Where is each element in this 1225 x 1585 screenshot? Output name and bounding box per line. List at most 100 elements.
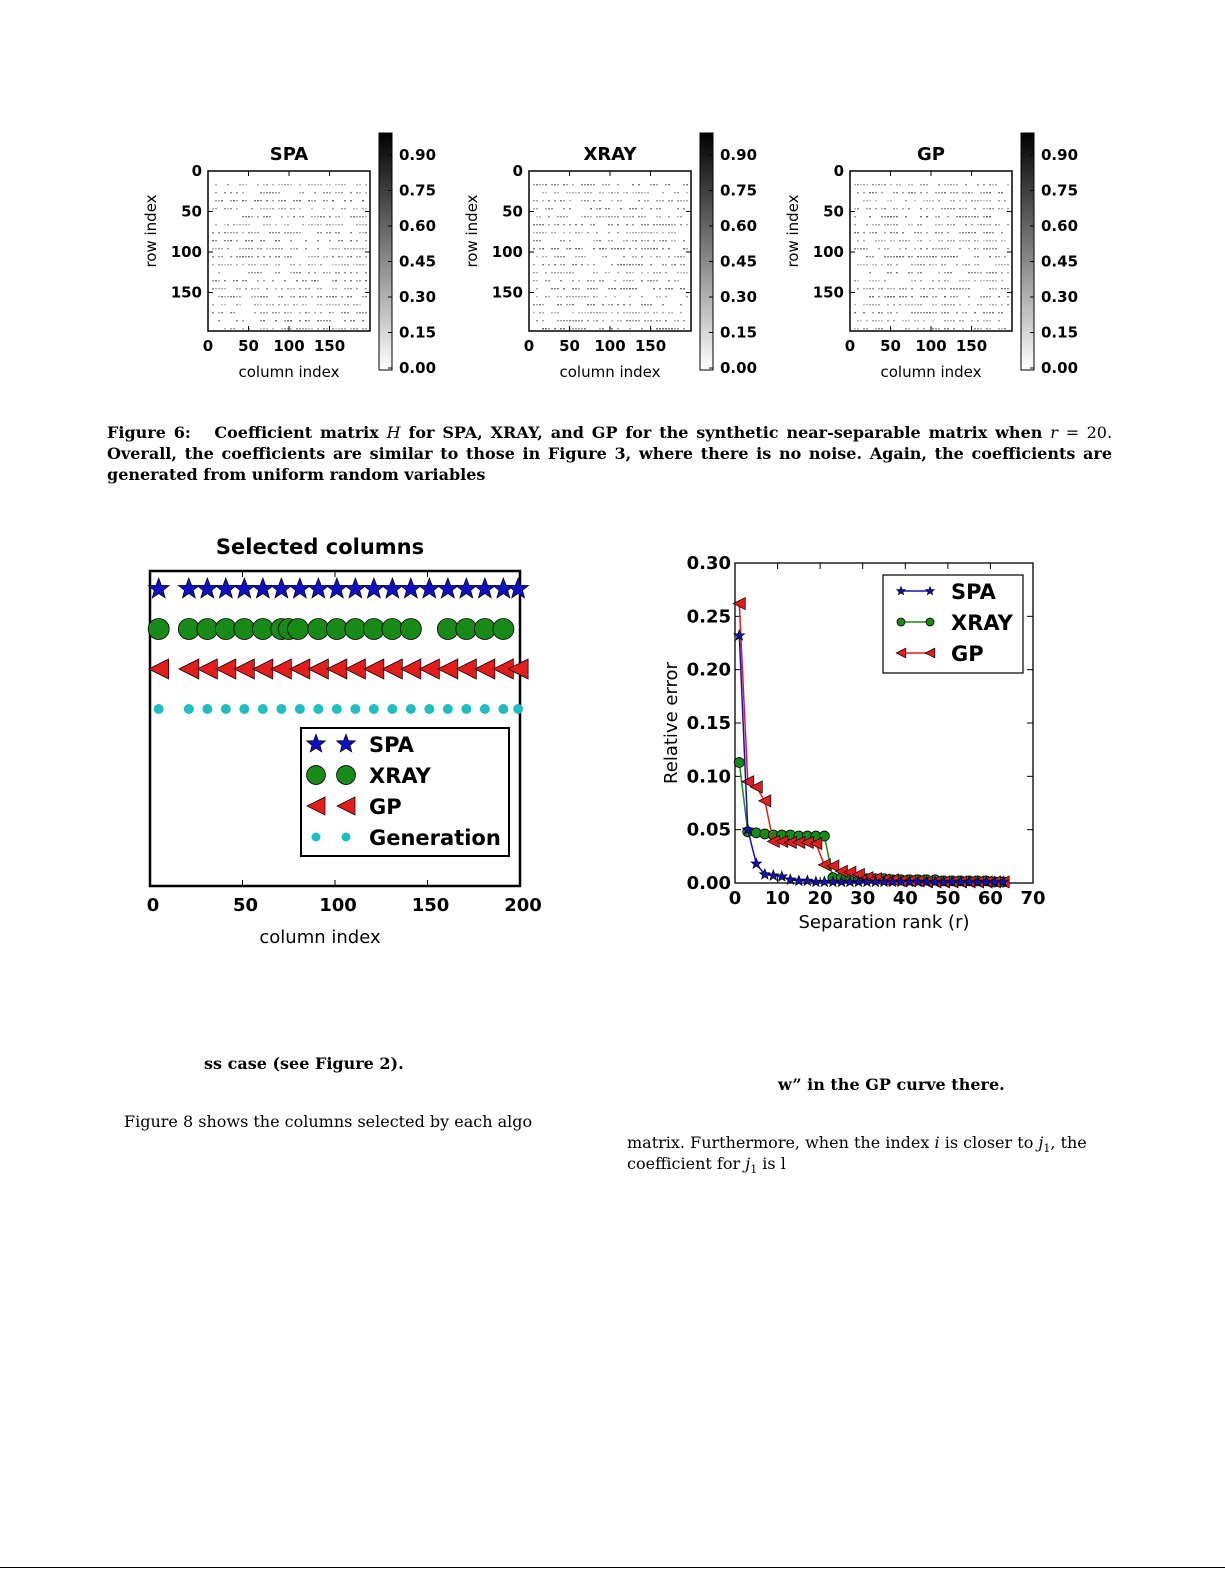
heatmap-cell: [917, 272, 919, 274]
heatmap-cell: [602, 280, 604, 282]
heatmap-cell: [353, 208, 355, 210]
x-tick-label: 150: [635, 337, 666, 355]
heatmap-cell: [299, 216, 301, 218]
heatmap-cell: [635, 192, 637, 194]
heatmap-cell: [869, 208, 871, 210]
heatmap-cell: [329, 272, 331, 274]
heatmap-cell: [683, 248, 685, 250]
heatmap-cell: [947, 208, 949, 210]
heatmap-cell: [533, 224, 535, 226]
heatmap-cell: [926, 248, 928, 250]
heatmap-cell: [878, 224, 880, 226]
legend-marker: [895, 647, 907, 659]
heatmap-cell: [950, 184, 952, 186]
xray-marker: [147, 618, 170, 640]
spa-marker: [775, 870, 789, 882]
heatmap-cell: [899, 256, 901, 258]
heatmap-cell: [947, 184, 949, 186]
heatmap-cell: [284, 328, 286, 330]
heatmap-cell: [353, 216, 355, 218]
heatmap-cell: [902, 240, 904, 242]
heatmap-cell: [956, 264, 958, 266]
heatmap-cell: [917, 328, 919, 330]
heatmap-cell: [632, 192, 634, 194]
heatmap-cell: [890, 264, 892, 266]
heatmap-cell: [308, 264, 310, 266]
heatmap-cell: [971, 232, 973, 234]
heatmap-cell: [989, 232, 991, 234]
heatmap-cell: [236, 296, 238, 298]
heatmap-cell: [275, 192, 277, 194]
heatmap-cell: [941, 232, 943, 234]
heatmap-cell: [224, 240, 226, 242]
heatmap-cell: [947, 280, 949, 282]
heatmap-cell: [653, 184, 655, 186]
heatmap-cell: [596, 312, 598, 314]
heatmap-cell: [644, 312, 646, 314]
heatmap-cell: [647, 248, 649, 250]
heatmap-cell: [863, 248, 865, 250]
heatmap-cell: [608, 192, 610, 194]
heatmap-cell: [311, 296, 313, 298]
heatmap-cell: [905, 304, 907, 306]
heatmap-cell: [1007, 208, 1009, 210]
heatmap-cell: [230, 200, 232, 202]
heatmap-cell: [359, 224, 361, 226]
heatmap-cell: [359, 264, 361, 266]
heatmap-cell: [533, 240, 535, 242]
heatmap-cell: [566, 248, 568, 250]
heatmap-cell: [980, 296, 982, 298]
heatmap-cell: [929, 288, 931, 290]
heatmap-cell: [296, 248, 298, 250]
heatmap-cell: [938, 216, 940, 218]
heatmap-cell: [272, 200, 274, 202]
x-axis-label: Separation rank (r): [798, 912, 969, 933]
heatmap-cell: [989, 288, 991, 290]
heatmap-cell: [548, 264, 550, 266]
heatmap-cell: [626, 232, 628, 234]
footer-rule: [0, 1567, 1225, 1568]
gp-marker: [826, 859, 840, 873]
generation-marker: [313, 704, 324, 714]
heatmap-cell: [983, 200, 985, 202]
heatmap-cell: [890, 272, 892, 274]
colorbar-tick-label: 0.15: [1041, 324, 1078, 342]
legend-marker: [336, 796, 356, 816]
heatmap-cell: [944, 208, 946, 210]
heatmap-cell: [578, 248, 580, 250]
heatmap-cell: [578, 256, 580, 258]
heatmap-cell: [563, 272, 565, 274]
heatmap-cell: [905, 240, 907, 242]
figure-6-caption: Figure 6: Coefficient matrix H for SPA, …: [107, 422, 1112, 485]
heatmap-cell: [986, 272, 988, 274]
heatmap-cell: [983, 216, 985, 218]
heatmap-cell: [302, 280, 304, 282]
caption-text-a: Coefficient matrix: [214, 423, 379, 442]
heatmap-cell: [230, 192, 232, 194]
heatmap-cell: [341, 208, 343, 210]
heatmap-cell: [974, 328, 976, 330]
heatmap-cell: [671, 200, 673, 202]
heatmap-cell: [866, 304, 868, 306]
heatmap-cell: [575, 296, 577, 298]
heatmap-cell: [320, 232, 322, 234]
heatmap-cell: [365, 208, 367, 210]
heatmap-cell: [275, 312, 277, 314]
heatmap-cell: [671, 312, 673, 314]
heatmap-cell: [233, 232, 235, 234]
heatmap-cell: [299, 296, 301, 298]
heatmap-cell: [623, 248, 625, 250]
y-tick-label: 150: [171, 284, 202, 302]
heatmap-cell: [332, 264, 334, 266]
heatmap-cell: [944, 256, 946, 258]
y-axis-label: Relative error: [661, 661, 682, 783]
heatmap-cell: [353, 320, 355, 322]
heatmap-cell: [995, 240, 997, 242]
heatmap-cell: [656, 200, 658, 202]
var-j1-b: j: [745, 1154, 751, 1173]
heatmap-cell: [920, 232, 922, 234]
sub-1: 1: [1043, 1142, 1051, 1156]
caption-var-r: r: [1050, 423, 1058, 442]
heatmap-cell: [611, 288, 613, 290]
